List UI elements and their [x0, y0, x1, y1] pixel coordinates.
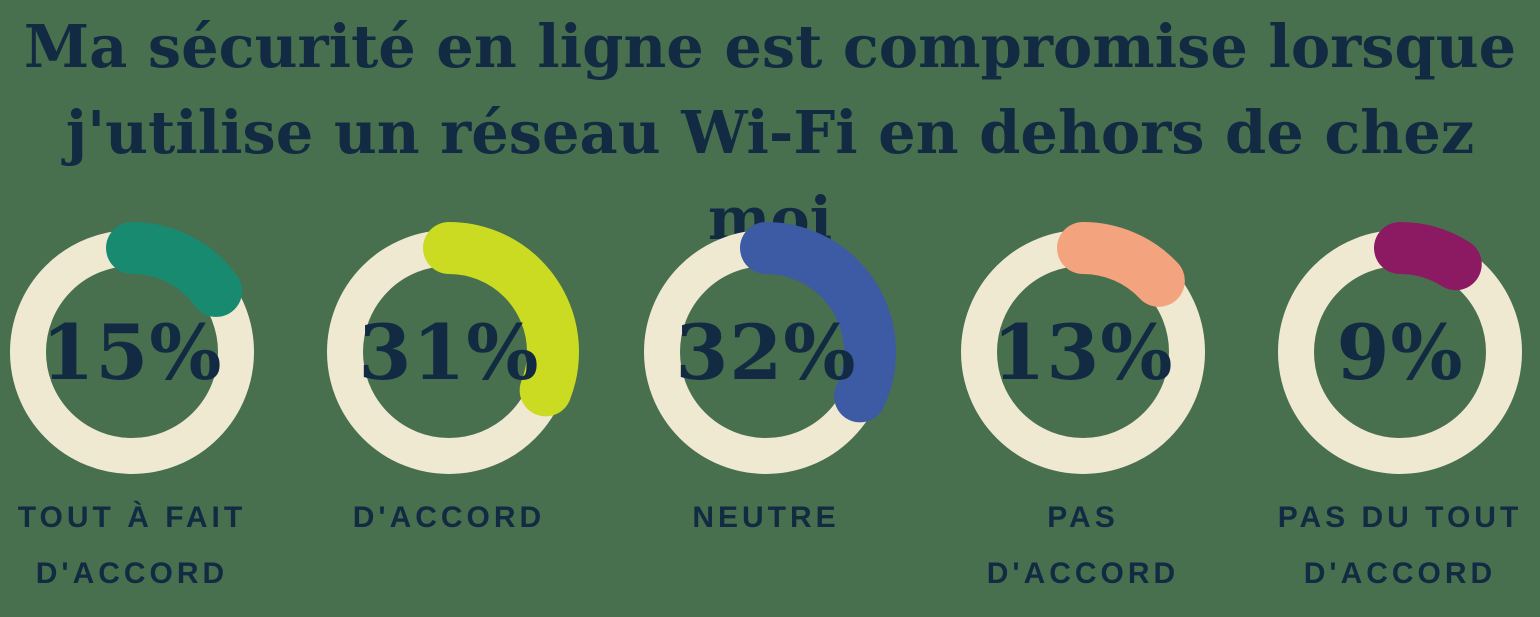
chart-title-line-2: j'utilise un réseau Wi-Fi en dehors de c… — [65, 98, 1475, 253]
donut-value-text: 32% — [675, 307, 857, 397]
donut-chart: 31% — [319, 222, 579, 482]
donut-chart: 15% — [2, 222, 262, 482]
donut-svg — [319, 222, 579, 482]
donut-label: PAS D'ACCORD — [923, 490, 1243, 602]
donut-column: 32% NEUTRE — [636, 222, 896, 617]
donut-svg — [2, 222, 262, 482]
donut-value-text: 13% — [992, 307, 1174, 397]
donut-label-line: D'ACCORD — [1303, 557, 1497, 590]
donut-label: PAS DU TOUT D'ACCORD — [1240, 490, 1540, 602]
donut-label: D'ACCORD — [289, 490, 609, 546]
chart-title: Ma sécurité en ligne est compromise lors… — [0, 4, 1540, 262]
donut-row: 15% TOUT À FAIT D'ACCORD 31% D'ACCORD 32%… — [0, 222, 1540, 617]
donut-value-arc — [2, 222, 262, 482]
donut-label-line: PAS DU TOUT — [1277, 501, 1523, 534]
donut-value-arc — [1270, 222, 1530, 482]
donut-label-line: TOUT À FAIT — [17, 501, 247, 534]
donut-column: 31% D'ACCORD — [319, 222, 579, 617]
donut-value-arc — [319, 222, 579, 482]
donut-label-line: D'ACCORD — [352, 501, 546, 534]
donut-value-text: 15% — [41, 307, 223, 397]
donut-label-line: D'ACCORD — [35, 557, 229, 590]
donut-chart: 32% — [636, 222, 896, 482]
donut-svg — [636, 222, 896, 482]
donut-label-line: NEUTRE — [692, 501, 840, 534]
donut-value-text: 31% — [358, 307, 540, 397]
donut-svg — [1270, 222, 1530, 482]
donut-label-line: D'ACCORD — [986, 557, 1180, 590]
donut-label: NEUTRE — [606, 490, 926, 546]
chart-title-line-1: Ma sécurité en ligne est compromise lors… — [23, 12, 1517, 81]
donut-label-line: PAS — [1047, 501, 1119, 534]
donut-value-text: 9% — [1336, 307, 1464, 397]
donut-value-arc — [953, 222, 1213, 482]
donut-chart: 13% — [953, 222, 1213, 482]
donut-label: TOUT À FAIT D'ACCORD — [0, 490, 292, 602]
donut-value-arc — [636, 222, 896, 482]
donut-column: 15% TOUT À FAIT D'ACCORD — [2, 222, 262, 617]
donut-column: 13% PAS D'ACCORD — [953, 222, 1213, 617]
donut-svg — [953, 222, 1213, 482]
donut-column: 9% PAS DU TOUT D'ACCORD — [1270, 222, 1530, 617]
donut-chart: 9% — [1270, 222, 1530, 482]
